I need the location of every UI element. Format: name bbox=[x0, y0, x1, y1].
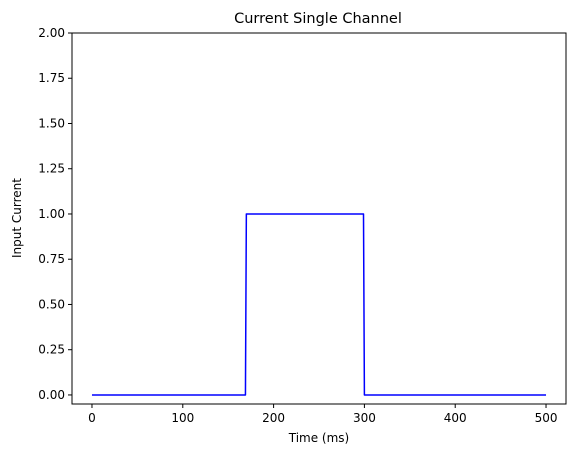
x-axis-label: Time (ms) bbox=[288, 431, 350, 445]
y-tick-label: 0.75 bbox=[38, 252, 65, 266]
y-tick-label: 1.00 bbox=[38, 207, 65, 221]
chart-title: Current Single Channel bbox=[234, 11, 402, 27]
y-tick-label: 1.25 bbox=[38, 162, 65, 176]
y-tick-label: 0.50 bbox=[38, 297, 65, 311]
x-axis-ticks: 0 100 200 300 400 500 bbox=[88, 404, 557, 425]
y-tick-label: 2.00 bbox=[38, 26, 65, 40]
series-group bbox=[91, 213, 547, 396]
plot-frame bbox=[71, 32, 567, 405]
y-axis-ticks: 0.00 0.25 0.50 0.75 1.00 1.25 1.50 1.75 2.00 bbox=[38, 26, 72, 402]
x-tick-label: 300 bbox=[353, 411, 376, 425]
y-tick-label: 1.50 bbox=[38, 116, 65, 130]
x-tick-label: 500 bbox=[535, 411, 558, 425]
y-tick-label: 0.25 bbox=[38, 343, 65, 357]
x-tick-label: 400 bbox=[444, 411, 467, 425]
y-tick-label: 1.75 bbox=[38, 71, 65, 85]
x-tick-label: 100 bbox=[171, 411, 194, 425]
x-tick-label: 200 bbox=[262, 411, 285, 425]
y-axis-label: Input Current bbox=[10, 178, 24, 258]
series-line-0 bbox=[91, 213, 547, 396]
x-tick-label: 0 bbox=[88, 411, 96, 425]
y-tick-label: 0.00 bbox=[38, 388, 65, 402]
